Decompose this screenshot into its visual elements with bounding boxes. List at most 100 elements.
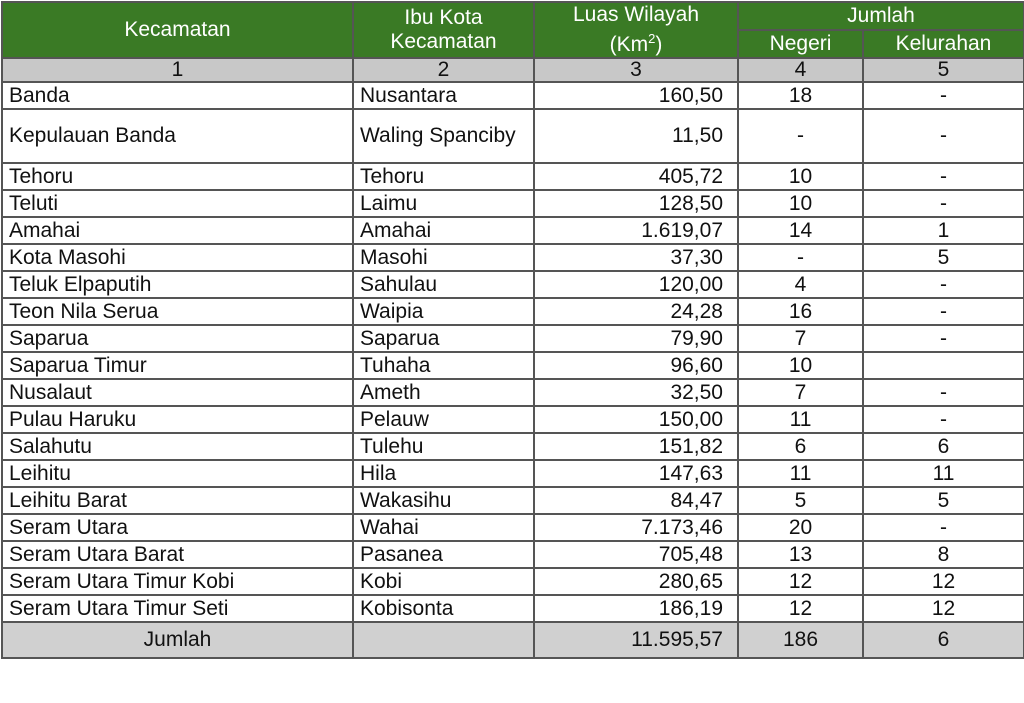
negeri-cell: 7 bbox=[737, 378, 864, 407]
kelurahan-cell: - bbox=[861, 270, 1024, 299]
negeri-cell: 4 bbox=[737, 270, 864, 299]
table-row: Banda Nusantara 160,50 18- bbox=[1, 81, 1024, 110]
table-row: Teluti Laimu 128,50 10- bbox=[1, 189, 1024, 218]
kecamatan-cell: Tehoru bbox=[1, 162, 354, 191]
kecamatan-cell: Seram Utara bbox=[1, 513, 354, 542]
ibu-kota-cell: Nusantara bbox=[352, 81, 535, 110]
ibu-kota-cell: Saparua bbox=[352, 324, 535, 353]
luas-cell: 37,30 bbox=[533, 243, 739, 272]
header-luas-sup: 2 bbox=[648, 31, 656, 46]
header-luas-close: ) bbox=[655, 33, 663, 56]
kelurahan-cell: 11 bbox=[861, 459, 1024, 488]
luas-cell: 7.173,46 bbox=[533, 513, 739, 542]
kecamatan-cell: Leihitu bbox=[1, 459, 354, 488]
negeri-cell: 11 bbox=[737, 459, 864, 488]
col-number: 4 bbox=[737, 57, 864, 83]
luas-cell: 79,90 bbox=[533, 324, 739, 353]
luas-cell: 11,50 bbox=[533, 108, 739, 164]
kecamatan-cell: Saparua Timur bbox=[1, 351, 354, 380]
negeri-cell: 20 bbox=[737, 513, 864, 542]
kecamatan-cell: Kepulauan Banda bbox=[1, 108, 354, 164]
ibu-kota-cell: Hila bbox=[352, 459, 535, 488]
negeri-cell: 12 bbox=[737, 594, 864, 623]
total-kelurahan: 6 bbox=[861, 621, 1024, 659]
ibu-kota-cell: Laimu bbox=[352, 189, 535, 218]
negeri-cell: 10 bbox=[737, 351, 864, 380]
header-jumlah: Jumlah bbox=[736, 1, 1024, 31]
kecamatan-cell: Amahai bbox=[1, 216, 354, 245]
table-row: Pulau Haruku Pelauw 150,00 11- bbox=[1, 405, 1024, 434]
table-row: Seram Utara Timur Seti Kobisonta 186,19 12 1… bbox=[1, 594, 1024, 623]
luas-cell: 128,50 bbox=[533, 189, 739, 218]
kecamatan-cell: Leihitu Barat bbox=[1, 486, 354, 515]
header-luas: Luas Wilayah (Km2) bbox=[533, 1, 739, 59]
negeri-cell: 11 bbox=[737, 405, 864, 434]
total-negeri: 186 bbox=[737, 621, 864, 659]
ibu-kota-cell: Wakasihu bbox=[352, 486, 535, 515]
ibu-kota-cell: Sahulau bbox=[352, 270, 535, 299]
kelurahan-cell: 5 bbox=[861, 486, 1024, 515]
kelurahan-cell: - bbox=[861, 405, 1024, 434]
table-row: Saparua Saparua 79,90 7- bbox=[1, 324, 1024, 353]
header-kelurahan: Kelurahan bbox=[861, 29, 1024, 59]
kelurahan-cell: 6 bbox=[861, 432, 1024, 461]
kelurahan-cell: - bbox=[861, 513, 1024, 542]
kelurahan-cell: 5 bbox=[861, 243, 1024, 272]
table-row: Saparua Timur Tuhaha 96,60 10 bbox=[1, 351, 1024, 380]
total-row: Jumlah 11.595,57 186 6 bbox=[1, 621, 1024, 659]
ibu-kota-cell: Pasanea bbox=[352, 540, 535, 569]
header-kecamatan: Kecamatan bbox=[1, 1, 354, 59]
luas-cell: 405,72 bbox=[533, 162, 739, 191]
col-number: 1 bbox=[1, 57, 354, 83]
kelurahan-cell: - bbox=[861, 324, 1024, 353]
table-row: Seram Utara Timur Kobi Kobi 280,65 12 12 bbox=[1, 567, 1024, 596]
kecamatan-cell: Salahutu bbox=[1, 432, 354, 461]
ibu-kota-cell: Ameth bbox=[352, 378, 535, 407]
table-row: Teon Nila Serua Waipia 24,28 16- bbox=[1, 297, 1024, 326]
kecamatan-table: Kecamatan Ibu Kota Kecamatan Luas Wilaya… bbox=[1, 1, 1024, 659]
col-number: 5 bbox=[861, 57, 1024, 83]
kecamatan-cell: Teon Nila Serua bbox=[1, 297, 354, 326]
header-luas-line1: Luas Wilayah bbox=[572, 3, 700, 26]
kecamatan-cell: Nusalaut bbox=[1, 378, 354, 407]
header-ibu-kota: Ibu Kota Kecamatan bbox=[352, 1, 535, 59]
table-row: Teluk Elpaputih Sahulau 120,00 4- bbox=[1, 270, 1024, 299]
kecamatan-cell: Seram Utara Barat bbox=[1, 540, 354, 569]
kelurahan-cell: 12 bbox=[861, 567, 1024, 596]
negeri-cell: 6 bbox=[737, 432, 864, 461]
luas-cell: 24,28 bbox=[533, 297, 739, 326]
negeri-cell: 5 bbox=[737, 486, 864, 515]
table-row: Salahutu Tulehu 151,82 6 6 bbox=[1, 432, 1024, 461]
kecamatan-cell: Teluk Elpaputih bbox=[1, 270, 354, 299]
kecamatan-cell: Seram Utara Timur Kobi bbox=[1, 567, 354, 596]
header-negeri: Negeri bbox=[737, 29, 864, 59]
negeri-cell: 18 bbox=[737, 81, 864, 110]
kecamatan-cell: Teluti bbox=[1, 189, 354, 218]
col-number: 3 bbox=[533, 57, 739, 83]
table-row: Amahai Amahai 1.619,07 14 1 bbox=[1, 216, 1024, 245]
kelurahan-cell: 8 bbox=[861, 540, 1024, 569]
total-ibu-kota bbox=[352, 621, 535, 659]
table-row: Seram Utara Barat Pasanea 705,48 13 8 bbox=[1, 540, 1024, 569]
table-row: Kota Masohi Masohi 37,30-5 bbox=[1, 243, 1024, 272]
total-label: Jumlah bbox=[1, 621, 354, 659]
luas-cell: 1.619,07 bbox=[533, 216, 739, 245]
luas-cell: 84,47 bbox=[533, 486, 739, 515]
luas-cell: 151,82 bbox=[533, 432, 739, 461]
ibu-kota-cell: Masohi bbox=[352, 243, 535, 272]
table-row: Leihitu Hila 147,63 11 11 bbox=[1, 459, 1024, 488]
kelurahan-cell: - bbox=[861, 81, 1024, 110]
ibu-kota-cell: Tehoru bbox=[352, 162, 535, 191]
kelurahan-cell: 12 bbox=[861, 594, 1024, 623]
kelurahan-cell: - bbox=[861, 108, 1024, 164]
kecamatan-cell: Banda bbox=[1, 81, 354, 110]
kelurahan-cell: - bbox=[861, 189, 1024, 218]
total-luas: 11.595,57 bbox=[533, 621, 739, 659]
table-row: Tehoru Tehoru 405,72 10- bbox=[1, 162, 1024, 191]
kecamatan-cell: Pulau Haruku bbox=[1, 405, 354, 434]
kecamatan-cell: Seram Utara Timur Seti bbox=[1, 594, 354, 623]
luas-cell: 186,19 bbox=[533, 594, 739, 623]
luas-cell: 147,63 bbox=[533, 459, 739, 488]
ibu-kota-cell: Kobi bbox=[352, 567, 535, 596]
luas-cell: 280,65 bbox=[533, 567, 739, 596]
